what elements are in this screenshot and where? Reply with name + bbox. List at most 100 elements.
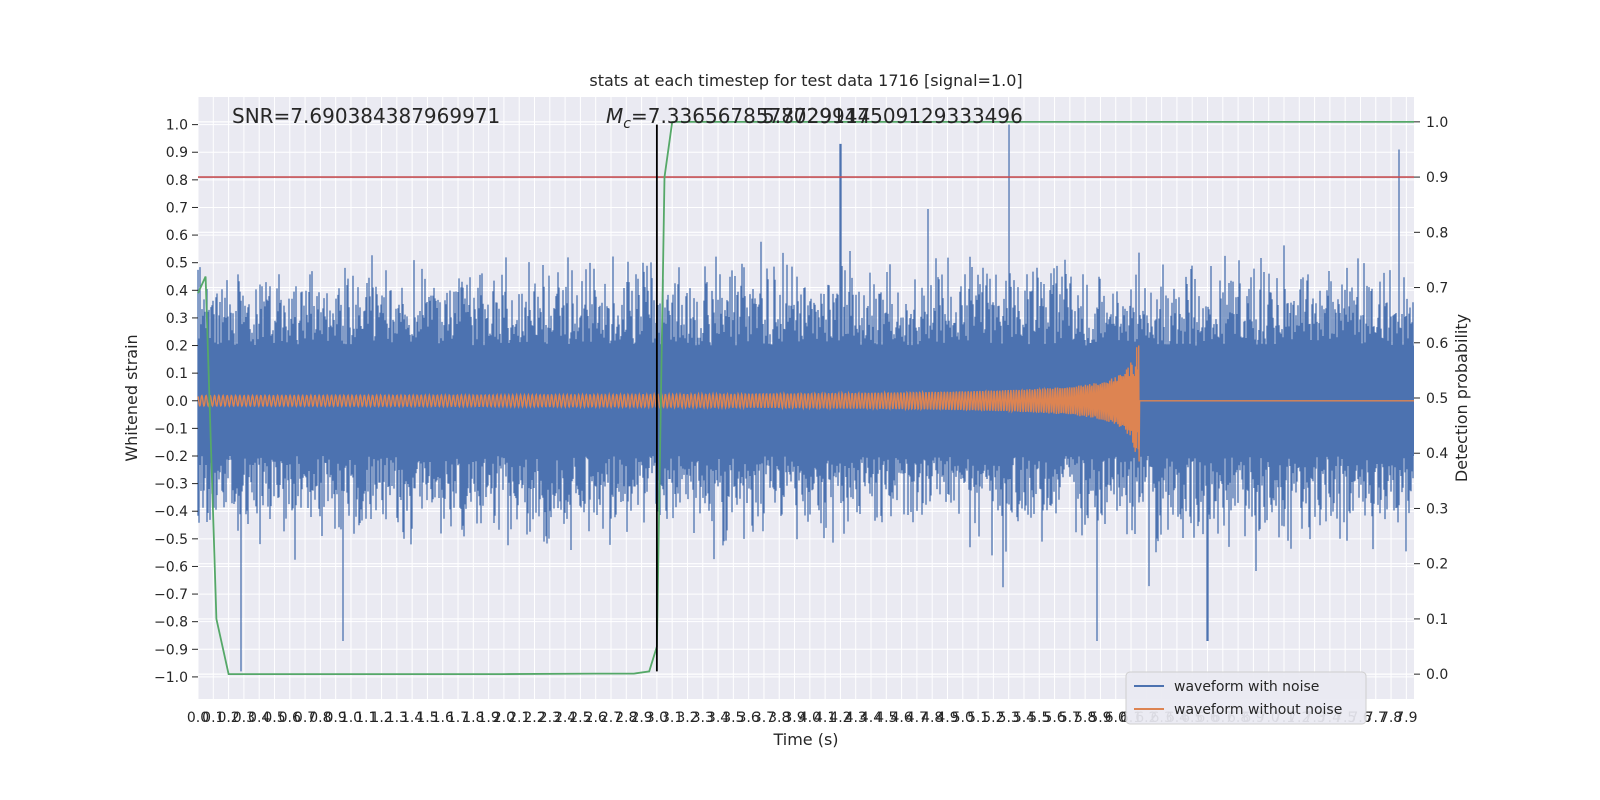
x-tick-label: 4.4 <box>860 710 882 726</box>
x-tick-label: 4.5 <box>875 710 897 726</box>
y-tick-label: −0.6 <box>154 559 188 575</box>
x-tick-label: 4.6 <box>890 710 912 726</box>
x-tick-label: 3.3 <box>692 710 714 726</box>
x-tick-label: 5.8 <box>1074 710 1096 726</box>
x-tick-label: 5.3 <box>998 710 1020 726</box>
y-tick-label: 1.0 <box>166 118 188 134</box>
x-tick-label: 7.7 <box>1365 710 1387 726</box>
chart-title: stats at each timestep for test data 171… <box>589 71 1022 90</box>
x-tick-label: 6.0 <box>1105 710 1127 726</box>
series-detection-probability <box>197 121 1414 675</box>
x-tick-label: 7.9 <box>1395 710 1417 726</box>
x-tick-label: 2.7 <box>600 710 622 726</box>
y-tick-label: −0.4 <box>154 504 188 520</box>
x-tick-label: 2.2 <box>523 710 545 726</box>
x-tick-label: 0.2 <box>217 710 239 726</box>
legend: waveform with noise waveform without noi… <box>1125 671 1367 725</box>
y2-tick-label: 0.2 <box>1426 557 1448 573</box>
overlap-annotation: 5.7029947509129333496 <box>762 104 1023 128</box>
x-tick-label: 2.1 <box>508 710 530 726</box>
y-tick-label: −0.8 <box>154 615 188 631</box>
x-tick-label: 1.8 <box>462 710 484 726</box>
y-tick-label: 0.6 <box>166 228 188 244</box>
y-tick-label: −0.2 <box>154 449 188 465</box>
y-axis-label: Whitened strain <box>122 334 141 461</box>
y-tick-label: −0.7 <box>154 587 188 603</box>
y-tick-label: 0.8 <box>166 173 188 189</box>
y2-tick-label: 0.4 <box>1426 446 1448 462</box>
x-tick-label: 1.9 <box>477 710 499 726</box>
y2-tick-label: 0.6 <box>1426 336 1448 352</box>
x-tick-label: 5.6 <box>1043 710 1065 726</box>
x-tick-label: 2.0 <box>493 710 515 726</box>
y2-axis-label: Detection probability <box>1452 314 1471 482</box>
x-tick-label: 4.0 <box>799 710 821 726</box>
x-tick-label: 3.4 <box>707 710 729 726</box>
y-tick-label: 0.5 <box>166 256 188 272</box>
x-tick-label: 2.6 <box>585 710 607 726</box>
y-tick-label: 0.4 <box>166 283 188 299</box>
x-tick-label: 5.9 <box>1089 710 1111 726</box>
x-tick-label: 4.1 <box>814 710 836 726</box>
x-tick-label: 4.7 <box>906 710 928 726</box>
y2-tick-label: 0.1 <box>1426 612 1448 628</box>
x-tick-label: 3.7 <box>753 710 775 726</box>
chirp-mass-symbol: M <box>606 104 623 128</box>
series-waveform-without-noise <box>197 345 1414 462</box>
x-tick-label: 1.5 <box>416 710 438 726</box>
x-tick-label: 0.8 <box>309 710 331 726</box>
x-tick-label: 1.0 <box>340 710 362 726</box>
x-tick-label: 1.1 <box>355 710 377 726</box>
x-tick-label: 3.2 <box>676 710 698 726</box>
x-tick-label: 0.4 <box>248 710 270 726</box>
x-tick-label: 4.2 <box>829 710 851 726</box>
legend-box <box>1125 671 1367 725</box>
x-tick-label: 1.3 <box>386 710 408 726</box>
x-tick-label: 2.3 <box>539 710 561 726</box>
y2-tick-label: 0.9 <box>1426 170 1448 186</box>
x-tick-label: 3.1 <box>661 710 683 726</box>
y-tick-label: 0.7 <box>166 200 188 216</box>
x-tick-label: 4.8 <box>921 710 943 726</box>
chirp-line <box>197 345 1414 462</box>
x-tick-label: 5.4 <box>1013 710 1035 726</box>
x-tick-label: 0.3 <box>233 710 255 726</box>
chirp-mass-subscript: c <box>623 116 631 132</box>
x-tick-label: 4.3 <box>845 710 867 726</box>
x-tick-label: 3.5 <box>722 710 744 726</box>
x-tick-label: 3.6 <box>738 710 760 726</box>
y2-tick-label: 0.3 <box>1426 501 1448 517</box>
legend-label-clean: waveform without noise <box>1174 702 1342 718</box>
x-tick-label: 1.4 <box>401 710 423 726</box>
x-tick-label: 7.8 <box>1380 710 1402 726</box>
y2-tick-label: 0.0 <box>1426 667 1448 683</box>
x-tick-label: 2.8 <box>615 710 637 726</box>
chirp-mass-annotation: Mc=7.3365678578729114 <box>606 104 870 132</box>
x-tick-label: 3.8 <box>768 710 790 726</box>
y2-tick-labels: 0.0 0.1 0.2 0.3 0.4 0.5 0.6 0.7 0.8 0.9 1.0 <box>1414 115 1448 683</box>
x-tick-label: 4.9 <box>936 710 958 726</box>
x-tick-label: 0.7 <box>294 710 316 726</box>
x-tick-label: 0.5 <box>263 710 285 726</box>
y2-tick-label: 0.8 <box>1426 225 1448 241</box>
x-tick-label: 5.0 <box>952 710 974 726</box>
x-tick-label: 1.6 <box>432 710 454 726</box>
x-tick-label: 0.9 <box>325 710 347 726</box>
x-tick-label: 0.0 <box>187 710 209 726</box>
probability-line <box>197 121 1414 675</box>
snr-annotation: SNR=7.690384387969971 <box>232 104 500 128</box>
y-tick-label: 0.1 <box>166 366 188 382</box>
legend-label-noise: waveform with noise <box>1174 679 1319 695</box>
y-tick-label: 0.0 <box>166 394 188 410</box>
x-tick-label: 2.9 <box>630 710 652 726</box>
y-tick-labels: −1.0 −0.9 −0.8 −0.7 −0.6 −0.5 −0.4 −0.3 −0.2 −0.1… <box>154 118 198 686</box>
x-tick-label: 5.1 <box>967 710 989 726</box>
y-tick-label: 0.3 <box>166 311 188 327</box>
x-tick-label: 3.9 <box>783 710 805 726</box>
y-tick-label: −0.9 <box>154 642 188 658</box>
y2-tick-label: 0.5 <box>1426 391 1448 407</box>
x-tick-label: 5.7 <box>1059 710 1081 726</box>
y2-tick-label: 1.0 <box>1426 115 1448 131</box>
x-tick-label: 0.6 <box>279 710 301 726</box>
